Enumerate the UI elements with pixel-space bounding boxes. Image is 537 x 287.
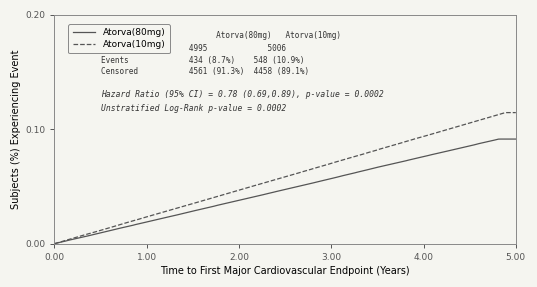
Line: Atorva(80mg): Atorva(80mg) <box>54 139 516 244</box>
Atorva(80mg) <box>234 199 241 202</box>
Atorva(80mg) <box>513 137 519 141</box>
X-axis label: Time to First Major Cardiovascular Endpoint (Years): Time to First Major Cardiovascular Endpo… <box>161 266 410 276</box>
Atorva(80mg) <box>201 207 208 210</box>
Atorva(10mg) <box>387 144 393 148</box>
Text: Events             434 (8.7%)    548 (10.9%): Events 434 (8.7%) 548 (10.9%) <box>100 56 304 65</box>
Text: Hazard Ratio (95% CI) = 0.78 (0.69,0.89), p-value = 0.0002: Hazard Ratio (95% CI) = 0.78 (0.69,0.89)… <box>100 90 383 99</box>
Atorva(10mg) <box>201 198 208 202</box>
Text: Atorva(80mg)   Atorva(10mg): Atorva(80mg) Atorva(10mg) <box>156 31 341 40</box>
Atorva(10mg) <box>503 111 510 114</box>
Atorva(10mg) <box>107 226 113 229</box>
Atorva(80mg) <box>384 163 391 167</box>
Atorva(10mg) <box>234 189 241 192</box>
Atorva(10mg) <box>384 145 391 149</box>
Text: No. of Patients    4995             5006: No. of Patients 4995 5006 <box>100 44 286 53</box>
Y-axis label: Subjects (%) Experiencing Event: Subjects (%) Experiencing Event <box>11 49 21 209</box>
Atorva(10mg) <box>342 158 348 161</box>
Text: Unstratified Log-Rank p-value = 0.0002: Unstratified Log-Rank p-value = 0.0002 <box>100 104 286 113</box>
Atorva(80mg) <box>496 137 503 141</box>
Line: Atorva(10mg): Atorva(10mg) <box>54 113 516 244</box>
Atorva(10mg) <box>513 111 519 114</box>
Atorva(80mg) <box>387 163 393 166</box>
Text: Censored           4561 (91.3%)  4458 (89.1%): Censored 4561 (91.3%) 4458 (89.1%) <box>100 67 309 76</box>
Atorva(10mg) <box>51 242 57 245</box>
Atorva(80mg) <box>51 242 57 245</box>
Legend: Atorva(80mg), Atorva(10mg): Atorva(80mg), Atorva(10mg) <box>68 24 170 53</box>
Atorva(80mg) <box>342 174 348 177</box>
Atorva(80mg) <box>107 229 113 232</box>
